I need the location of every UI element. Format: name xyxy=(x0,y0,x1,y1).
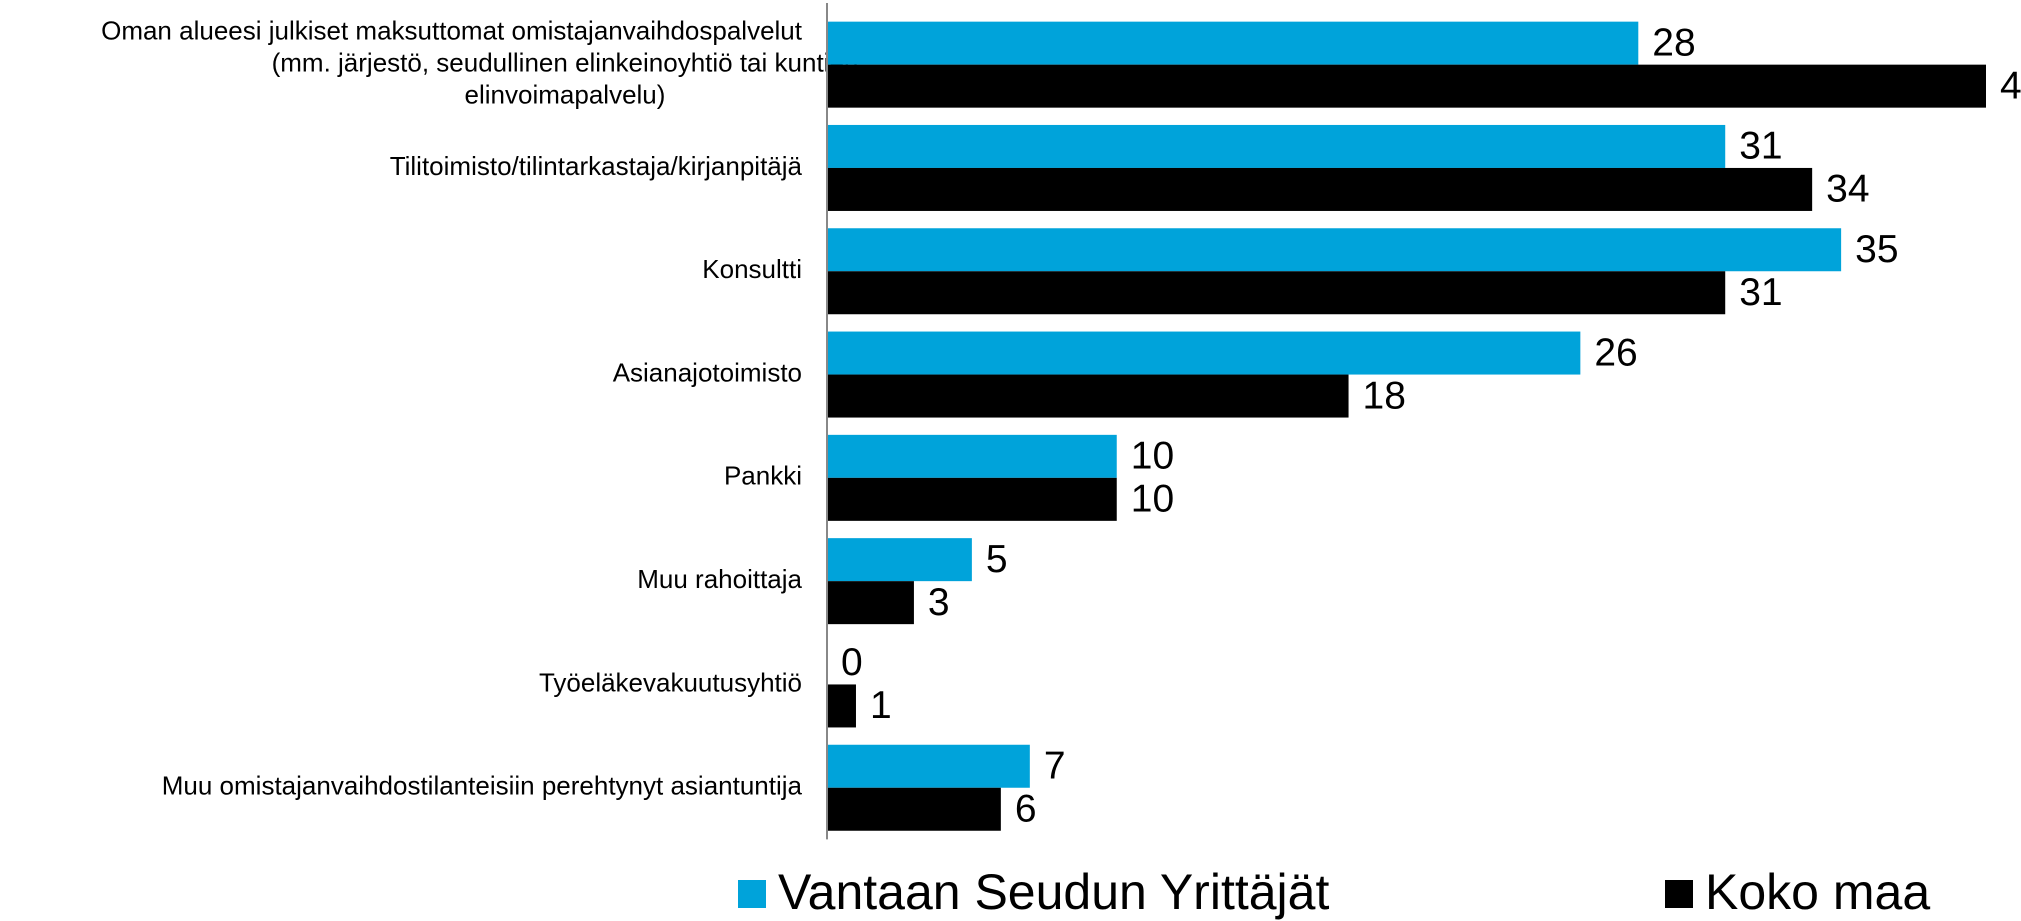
category-label-line: Oman alueesi julkiset maksuttomat omista… xyxy=(101,16,803,46)
value-label: 34 xyxy=(1826,168,1869,211)
bar xyxy=(827,167,1813,211)
value-label: 3 xyxy=(928,581,950,624)
value-label: 18 xyxy=(1363,374,1406,417)
bar xyxy=(827,787,1001,831)
value-label: 28 xyxy=(1652,21,1695,64)
category-label: Muu omistajanvaihdostilanteisiin perehty… xyxy=(162,771,803,801)
category-label: Työeläkevakuutusyhtiö xyxy=(539,667,802,697)
category-label-line: elinvoimapalvelu) xyxy=(465,80,666,110)
value-label: 10 xyxy=(1131,478,1174,521)
bar xyxy=(827,434,1117,478)
category-label: Asianajotoimisto xyxy=(613,357,802,387)
value-label: 5 xyxy=(986,538,1008,581)
category-label: Oman alueesi julkiset maksuttomat omista… xyxy=(101,16,858,110)
category-label: Konsultti xyxy=(702,254,802,284)
value-label: 6 xyxy=(1015,788,1037,831)
value-label: 7 xyxy=(1044,745,1066,788)
bar xyxy=(827,684,856,728)
value-label: 1 xyxy=(870,684,892,727)
bar xyxy=(827,744,1030,788)
bar xyxy=(827,477,1117,521)
bar xyxy=(827,271,1726,315)
bar xyxy=(827,228,1842,272)
bar xyxy=(827,124,1726,168)
bar xyxy=(827,21,1639,65)
value-label: 31 xyxy=(1739,125,1782,168)
value-label: 35 xyxy=(1855,228,1898,271)
value-label: 10 xyxy=(1131,435,1174,478)
bar xyxy=(827,331,1581,375)
bar xyxy=(827,538,972,582)
legend-label: Koko maa xyxy=(1705,864,1930,920)
legend-swatch xyxy=(1665,880,1693,908)
value-label: 26 xyxy=(1594,331,1637,374)
value-label: 31 xyxy=(1739,271,1782,314)
category-label: Pankki xyxy=(724,461,802,491)
category-label: Muu rahoittaja xyxy=(637,564,802,594)
value-label: 40 xyxy=(2000,64,2021,107)
value-label: 0 xyxy=(841,641,863,684)
bar xyxy=(827,374,1349,418)
legend-label: Vantaan Seudun Yrittäjät xyxy=(778,864,1329,920)
bar xyxy=(827,64,1986,108)
legend-swatch xyxy=(738,880,766,908)
bar xyxy=(827,581,914,625)
category-label-line: (mm. järjestö, seudullinen elinkeinoyhti… xyxy=(272,48,859,78)
category-label: Tilitoimisto/tilintarkastaja/kirjanpitäj… xyxy=(390,151,803,181)
